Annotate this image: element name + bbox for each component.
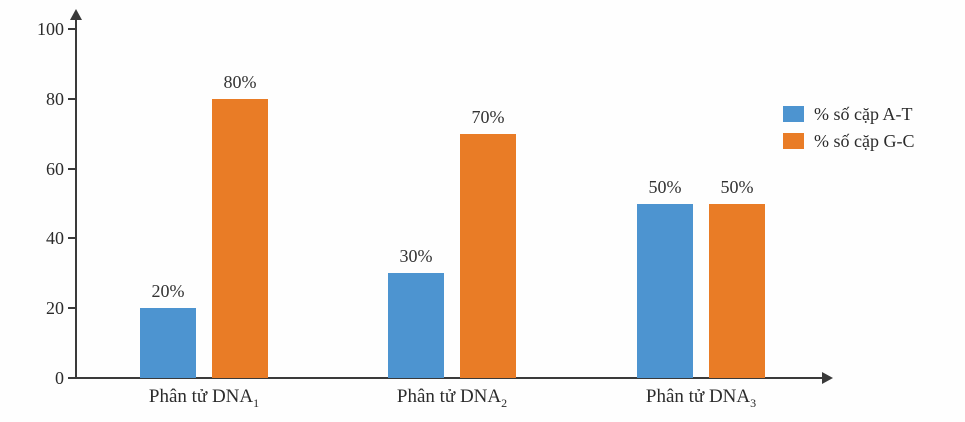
- y-tick-label: 80: [46, 88, 64, 109]
- legend-row: % số cặp A-T: [783, 104, 914, 124]
- category-subscript: 2: [501, 395, 508, 410]
- value-label: 50%: [720, 176, 754, 197]
- bar-gc-dna2: [460, 133, 516, 378]
- category-text: Phân tử DNA: [396, 386, 502, 407]
- category-subscript: 1: [253, 395, 260, 410]
- x-category-label-dna1: Phân tử DNA1: [94, 386, 314, 414]
- y-tick-label: 20: [46, 298, 64, 319]
- bar-at-dna3: [637, 203, 693, 378]
- value-label: 80%: [223, 71, 257, 92]
- legend: % số cặp A-T % số cặp G-C: [783, 104, 914, 158]
- value-label: 70%: [471, 106, 505, 127]
- bar-at-dna1: [140, 308, 196, 378]
- x-category-label-dna3: Phân tử DNA3: [591, 386, 811, 414]
- bar-gc-dna1: [212, 98, 268, 378]
- y-tick-mark: [68, 237, 76, 240]
- legend-label: % số cặp A-T: [814, 104, 913, 124]
- y-axis-arrow-icon: [70, 9, 82, 20]
- category-subscript: 3: [750, 395, 757, 410]
- y-tick-label: 0: [55, 368, 64, 388]
- y-tick-mark: [68, 97, 76, 100]
- y-tick-label: 60: [46, 158, 64, 179]
- legend-row: % số cặp G-C: [783, 131, 914, 151]
- y-tick-label: 40: [46, 228, 64, 249]
- y-tick-mark: [68, 28, 76, 30]
- legend-label: % số cặp G-C: [814, 131, 915, 151]
- category-text: Phân tử DNA: [148, 386, 254, 407]
- y-axis-line: [75, 18, 77, 378]
- x-axis-line: [75, 377, 823, 379]
- legend-swatch-icon: [783, 133, 804, 149]
- x-category-label-dna2: Phân tử DNA2: [342, 386, 562, 414]
- value-label: 30%: [399, 246, 433, 267]
- value-label: 20%: [151, 281, 185, 302]
- y-tick-mark: [68, 307, 76, 310]
- bar-gc-dna3: [709, 203, 765, 378]
- y-tick-mark: [68, 167, 76, 170]
- y-tick-mark: [68, 377, 76, 379]
- y-tick-label: 100: [37, 19, 64, 39]
- bar-at-dna2: [388, 273, 444, 378]
- x-axis-arrow-icon: [822, 372, 833, 384]
- legend-swatch-icon: [783, 106, 804, 122]
- value-label: 50%: [648, 176, 682, 197]
- category-text: Phân tử DNA: [645, 386, 751, 407]
